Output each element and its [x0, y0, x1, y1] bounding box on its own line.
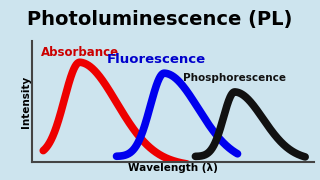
Text: Absorbance: Absorbance — [41, 46, 119, 59]
X-axis label: Wavelength (λ): Wavelength (λ) — [128, 163, 218, 173]
Text: Phosphorescence: Phosphorescence — [183, 73, 286, 83]
Y-axis label: Intensity: Intensity — [20, 76, 31, 128]
Text: Photoluminescence (PL): Photoluminescence (PL) — [27, 10, 293, 29]
Text: Fluorescence: Fluorescence — [106, 53, 205, 66]
